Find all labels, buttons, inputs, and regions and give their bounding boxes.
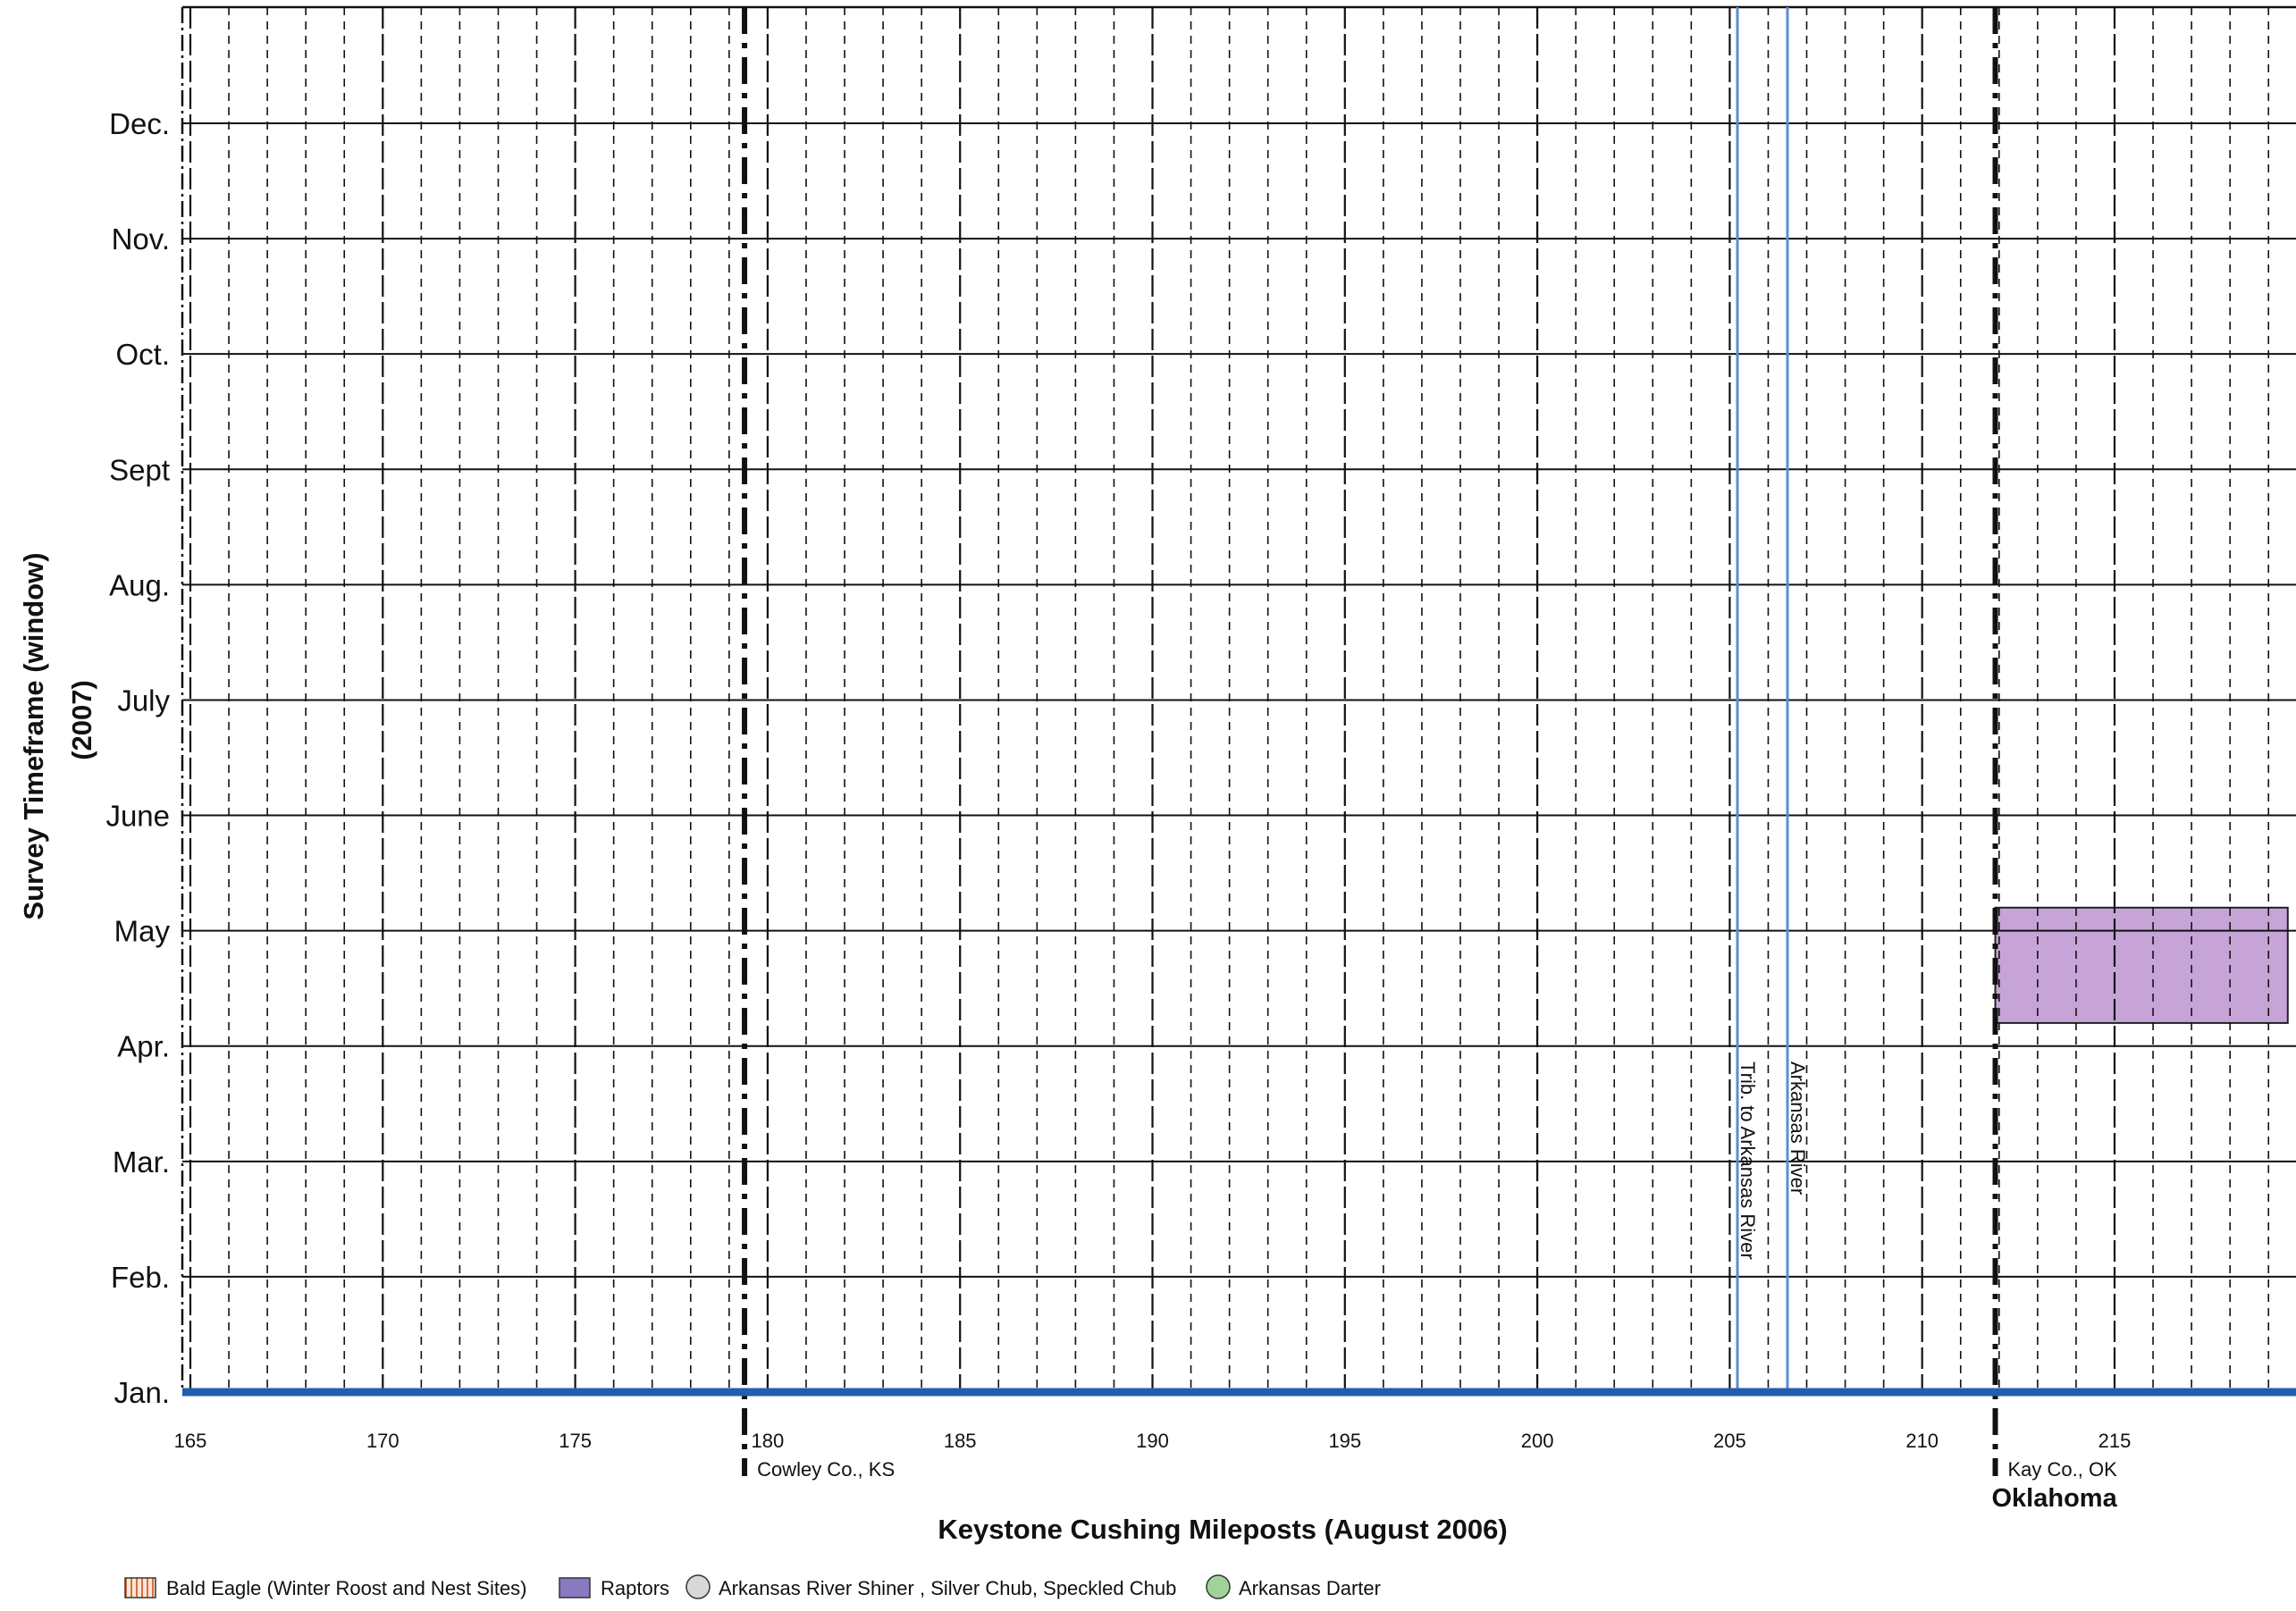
milepost-tick-label: 200 — [1521, 1430, 1554, 1452]
river-label: Arkansas River — [1787, 1061, 1809, 1195]
month-label: June — [105, 800, 170, 833]
x-axis-title: Keystone Cushing Mileposts (August 2006) — [938, 1514, 1507, 1545]
river-crossings: Trib. to Arkansas River Arkansas River — [1736, 7, 1809, 1392]
river-label: Trib. to Arkansas River — [1737, 1061, 1759, 1260]
state-label: Oklahoma — [1992, 1484, 2118, 1513]
month-label: Aug. — [109, 568, 170, 601]
milepost-tick-label: 195 — [1328, 1430, 1361, 1452]
milepost-tick-label: 170 — [366, 1430, 399, 1452]
month-label: Oct. — [115, 338, 170, 371]
milepost-tick-label: 185 — [944, 1430, 977, 1452]
legend-swatch-raptors — [559, 1577, 591, 1598]
month-label: Apr. — [117, 1030, 170, 1063]
month-label: Dec. — [109, 107, 170, 140]
month-label: Nov. — [112, 222, 170, 256]
milepost-tick-label: 205 — [1713, 1430, 1746, 1452]
county-label: Kay Co., OK — [2008, 1458, 2118, 1481]
y-axis-title: Survey Timeframe (window) — [18, 552, 49, 919]
legend: Bald Eagle (Winter Roost and Nest Sites)… — [124, 1574, 1381, 1599]
month-label: Jan. — [114, 1376, 170, 1409]
legend-label: Arkansas Darter — [1239, 1577, 1381, 1599]
axis-titles: Keystone Cushing Mileposts (August 2006)… — [18, 552, 1508, 1545]
legend-label: Arkansas River Shiner , Silver Chub, Spe… — [719, 1577, 1176, 1599]
milepost-tick-label: 190 — [1136, 1430, 1169, 1452]
legend-swatch-bald-eagle — [124, 1577, 156, 1598]
milepost-tick-label: 215 — [2098, 1430, 2132, 1452]
month-gridlines — [182, 5, 2296, 1278]
legend-label: Bald Eagle (Winter Roost and Nest Sites) — [166, 1577, 527, 1599]
milepost-labels: 165 170 175 180 185 190 195 200 205 210 215 — [174, 1430, 2132, 1452]
survey-window-bar — [1994, 906, 2289, 1024]
month-labels: Jan. Feb. Mar. Apr. May June July Aug. Sept Oct. N… — [105, 107, 170, 1409]
survey-windows — [1994, 906, 2289, 1024]
month-label: Feb. — [111, 1261, 170, 1294]
month-label: Mar. — [113, 1145, 170, 1179]
county-label: Cowley Co., KS — [757, 1458, 895, 1481]
legend-label: Raptors — [601, 1577, 669, 1599]
month-label: July — [117, 684, 170, 717]
legend-swatch-circle — [685, 1574, 711, 1599]
month-label: Sept — [109, 453, 170, 486]
milepost-tick-label: 165 — [174, 1430, 207, 1452]
milepost-tick-label: 210 — [1905, 1430, 1939, 1452]
y-axis-subtitle: (2007) — [66, 680, 97, 760]
milepost-tick-label: 175 — [559, 1430, 592, 1452]
month-label: May — [114, 915, 171, 948]
milepost-tick-label: 180 — [752, 1430, 785, 1452]
legend-swatch-circle — [1206, 1574, 1231, 1599]
county-boundaries: Cowley Co., KS Kay Co., OK Oklahoma — [742, 7, 2118, 1513]
